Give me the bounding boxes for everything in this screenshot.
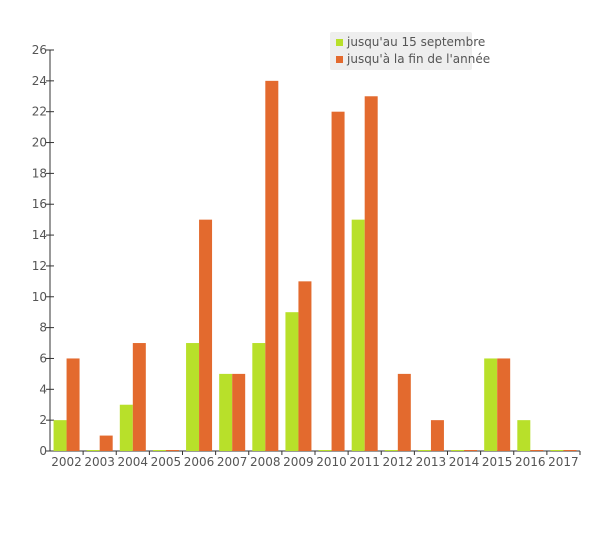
legend-label-series-1: jusqu'au 15 septembre (347, 35, 486, 49)
y-tick-label-8: 8 (39, 321, 47, 335)
legend-item-series-1: jusqu'au 15 septembre (336, 35, 485, 49)
legend-label-series-2: jusqu'à la fin de l'année (347, 52, 491, 66)
y-tick-label-24: 24 (32, 74, 47, 88)
bar-series-2-2017 (563, 450, 577, 451)
bar-series-2-2010 (331, 111, 345, 451)
x-tick-label-2012: 2012 (383, 455, 414, 469)
bar-series-2-2002 (66, 358, 80, 451)
y-tick-label-2: 2 (39, 413, 47, 427)
x-tick-label-2009: 2009 (283, 455, 314, 469)
bar-series-1-2006 (186, 343, 200, 451)
bar-series-2-2003 (99, 435, 113, 451)
bar-series-2-2004 (132, 343, 146, 451)
legend-swatch-series-2 (336, 55, 343, 63)
bar-series-2-2008 (265, 80, 279, 451)
bar-series-2-2005 (165, 450, 179, 451)
x-tick-label-2003: 2003 (84, 455, 115, 469)
x-tick-label-2015: 2015 (482, 455, 513, 469)
bar-series-2-2009 (298, 281, 312, 451)
bar-series-1-2013 (417, 450, 431, 451)
bar-series-1-2017 (550, 450, 564, 451)
bar-series-1-2003 (86, 450, 100, 451)
bar-series-2-2015 (497, 358, 511, 451)
x-tick-label-2002: 2002 (51, 455, 82, 469)
bar-series-2-2006 (199, 219, 213, 451)
x-tick-label-2017: 2017 (548, 455, 579, 469)
bar-series-1-2005 (152, 450, 166, 451)
x-tick-label-2010: 2010 (316, 455, 347, 469)
y-tick-label-12: 12 (32, 259, 47, 273)
x-tick-label-2013: 2013 (416, 455, 447, 469)
bar-series-1-2009 (285, 312, 299, 451)
y-tick-label-26: 26 (32, 43, 47, 57)
bar-series-1-2016 (517, 420, 531, 451)
y-tick-label-18: 18 (32, 166, 47, 180)
bar-series-2-2011 (364, 96, 378, 452)
y-tick-label-22: 22 (32, 105, 47, 119)
x-tick-label-2005: 2005 (151, 455, 182, 469)
y-tick-label-16: 16 (32, 197, 47, 211)
bar-series-1-2010 (318, 450, 332, 451)
y-tick-label-10: 10 (32, 290, 47, 304)
bar-series-2-2014 (464, 450, 478, 451)
x-tick-label-2014: 2014 (449, 455, 480, 469)
bar-series-1-2004 (119, 404, 133, 451)
bar-series-1-2012 (384, 450, 398, 451)
legend-swatch-series-1 (336, 38, 343, 46)
bar-series-2-2013 (430, 420, 444, 451)
y-tick-label-20: 20 (32, 136, 47, 150)
bar-series-1-2011 (351, 219, 365, 451)
bar-series-1-2015 (484, 358, 498, 451)
chart-legend: jusqu'au 15 septembre jusqu'à la fin de … (330, 32, 490, 70)
x-tick-label-2007: 2007 (217, 455, 248, 469)
x-tick-label-2006: 2006 (184, 455, 215, 469)
bar-series-1-2008 (252, 343, 266, 451)
bar-series-2-2012 (397, 373, 411, 451)
x-tick-label-2008: 2008 (250, 455, 281, 469)
y-tick-label-14: 14 (32, 228, 47, 242)
x-tick-label-2011: 2011 (349, 455, 380, 469)
y-tick-label-4: 4 (39, 382, 47, 396)
bar-series-2-2007 (232, 373, 246, 451)
bar-series-1-2002 (53, 420, 67, 451)
bar-series-1-2014 (451, 450, 465, 451)
legend-item-series-2: jusqu'à la fin de l'année (336, 52, 490, 66)
y-tick-label-0: 0 (39, 444, 47, 458)
y-tick-label-6: 6 (39, 351, 47, 365)
x-tick-label-2016: 2016 (515, 455, 546, 469)
bar-series-1-2007 (219, 373, 233, 451)
bar-series-2-2016 (530, 450, 544, 451)
x-tick-label-2004: 2004 (118, 455, 149, 469)
